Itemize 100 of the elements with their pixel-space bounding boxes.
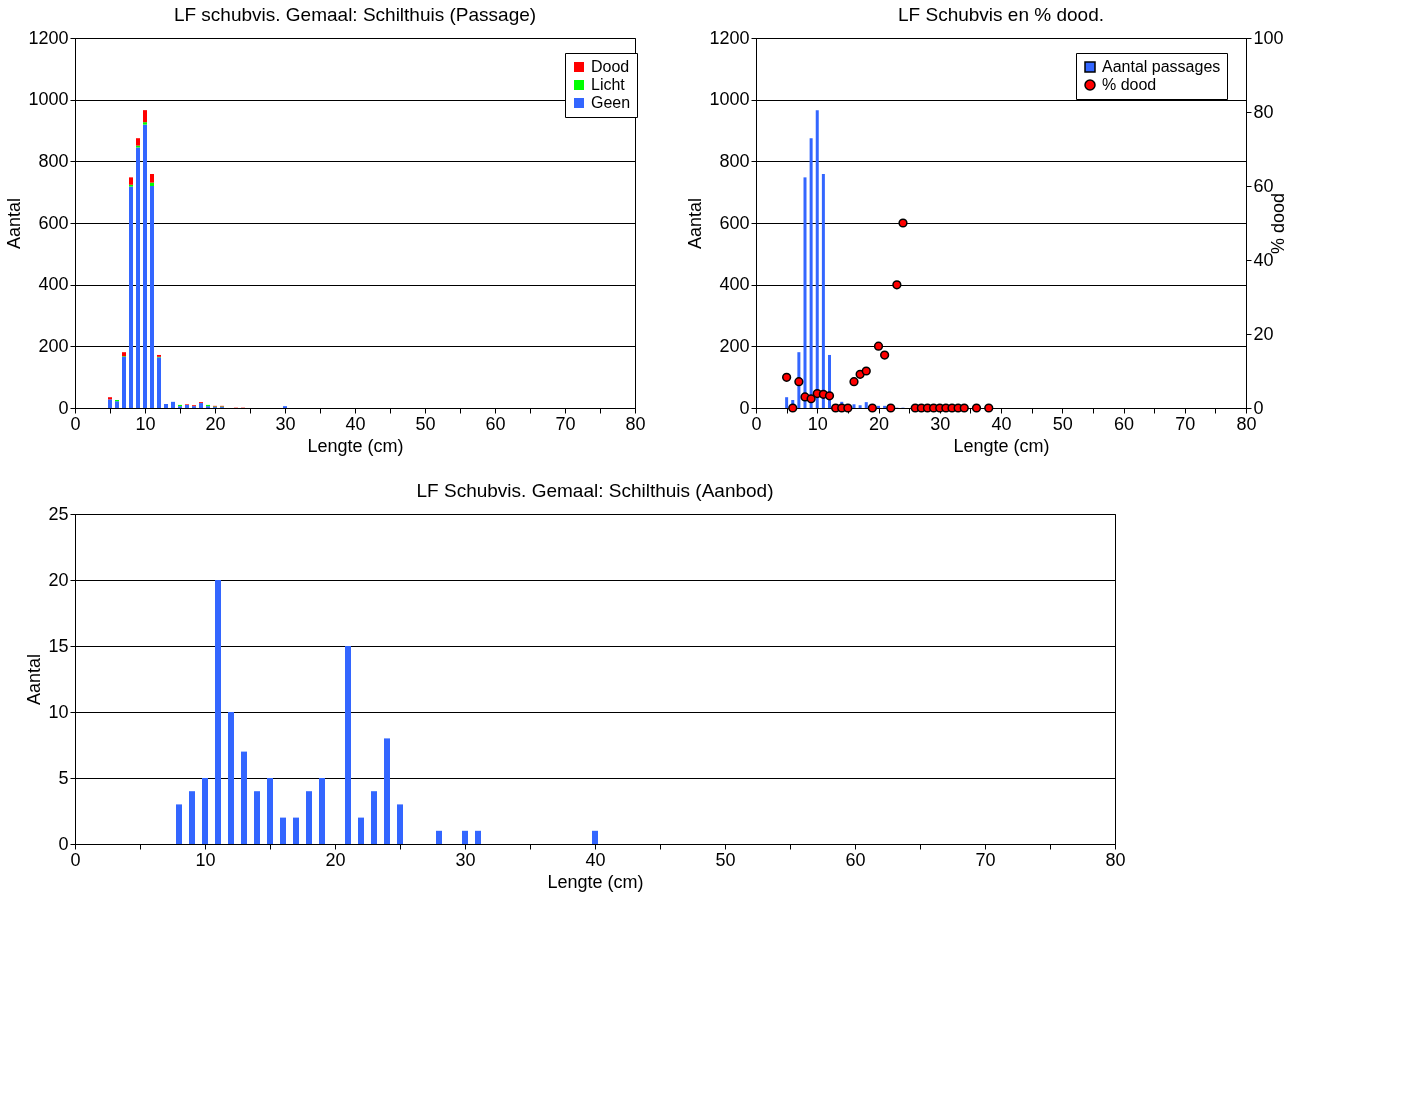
- y-tick-label: 1000: [709, 89, 750, 110]
- bar: [189, 791, 195, 844]
- bar: [129, 177, 133, 185]
- y2-tick-label: 80: [1253, 101, 1274, 122]
- point: [824, 391, 835, 401]
- point: [984, 403, 994, 413]
- y-tick-label: 0: [58, 397, 69, 418]
- y-tick-label: 10: [48, 701, 69, 722]
- y2-tick-label: 20: [1253, 323, 1274, 344]
- bar: [803, 177, 807, 408]
- x-tick-label: 70: [1175, 413, 1196, 434]
- bar: [202, 778, 208, 844]
- y-tick-label: 800: [719, 150, 750, 171]
- bar: [319, 778, 325, 844]
- point: [892, 280, 902, 290]
- bar: [143, 110, 147, 123]
- bar: [143, 124, 147, 408]
- bar: [475, 830, 481, 844]
- bar: [171, 401, 175, 408]
- bar: [306, 791, 312, 844]
- y-tick-label: 800: [38, 150, 69, 171]
- bar: [436, 830, 442, 844]
- bar: [883, 405, 887, 408]
- point: [782, 372, 792, 382]
- x-tick-label: 60: [845, 849, 866, 870]
- legend-label: Licht: [591, 76, 626, 93]
- y-tick-label: 400: [38, 274, 69, 295]
- point: [788, 403, 798, 413]
- x-tick-label: 50: [1052, 413, 1073, 434]
- y-tick-label: 0: [58, 833, 69, 854]
- chart-title: LF schubvis. Gemaal: Schilthuis (Passage): [173, 4, 537, 25]
- x-axis-title: Lengte (cm): [547, 871, 644, 892]
- bar: [228, 712, 234, 844]
- bar: [150, 173, 154, 183]
- y-tick-label: 200: [38, 335, 69, 356]
- bar: [371, 791, 377, 844]
- point: [898, 218, 908, 228]
- bar: [280, 817, 286, 844]
- point: [886, 403, 896, 413]
- x-tick-label: 20: [325, 849, 346, 870]
- bar: [143, 122, 147, 125]
- bar: [129, 186, 133, 408]
- y-tick-label: 600: [38, 212, 69, 233]
- bar: [150, 186, 154, 408]
- x-tick-label: 20: [868, 413, 890, 434]
- y-tick-label: 5: [58, 767, 69, 788]
- x-tick-label: 40: [345, 413, 366, 434]
- bar: [821, 173, 825, 408]
- y-tick-label: 1200: [28, 27, 69, 48]
- bar: [358, 817, 364, 844]
- x-tick-label: 30: [455, 849, 476, 870]
- x-tick-label: 40: [585, 849, 606, 870]
- x-tick-label: 50: [415, 413, 436, 434]
- bar: [241, 751, 247, 844]
- bar: [254, 791, 260, 844]
- y-axis-title: Aantal: [4, 197, 25, 250]
- bar: [384, 738, 390, 844]
- y-axis-title: Aantal: [24, 653, 45, 706]
- chart-title: LF Schubvis en % dood.: [898, 4, 1104, 25]
- bar: [293, 817, 299, 844]
- bar: [108, 399, 112, 408]
- y-tick-label: 20: [48, 569, 69, 590]
- legend-label: Geen: [591, 94, 631, 111]
- legend-label: Aantal passages: [1102, 58, 1221, 75]
- x-tick-label: 60: [485, 413, 506, 434]
- point: [806, 394, 816, 404]
- bar: [157, 357, 161, 408]
- point: [880, 350, 890, 360]
- bar: [215, 580, 221, 844]
- point: [971, 403, 982, 413]
- bar: [809, 138, 813, 408]
- point: [959, 403, 969, 413]
- legend-label: % dood: [1102, 76, 1157, 93]
- bar: [345, 646, 351, 844]
- legend-label: Dood: [591, 58, 630, 75]
- y-tick-label: 600: [719, 212, 750, 233]
- x-tick-label: 10: [135, 413, 156, 434]
- y2-tick-label: 100: [1253, 27, 1284, 48]
- bar: [199, 403, 203, 408]
- x-tick-label: 80: [625, 413, 646, 434]
- point: [873, 341, 884, 351]
- bar: [115, 401, 119, 408]
- point: [861, 366, 871, 376]
- point: [849, 377, 859, 387]
- bar: [877, 405, 880, 408]
- y-tick-label: 25: [48, 503, 69, 524]
- y-tick-label: 0: [739, 397, 750, 418]
- point: [794, 377, 804, 387]
- x-tick-label: 60: [1113, 413, 1135, 434]
- x-axis-title: Lengte (cm): [953, 435, 1050, 456]
- y-tick-label: 400: [719, 274, 750, 295]
- bar: [136, 147, 140, 408]
- x-tick-label: 50: [715, 849, 736, 870]
- x-tick-label: 80: [1105, 849, 1126, 870]
- x-tick-label: 40: [991, 413, 1012, 434]
- y-axis-title: Aantal: [685, 197, 706, 250]
- y-tick-label: 200: [719, 335, 750, 356]
- x-tick-label: 20: [205, 413, 226, 434]
- bar: [164, 403, 168, 408]
- x-axis-title: Lengte (cm): [307, 435, 404, 456]
